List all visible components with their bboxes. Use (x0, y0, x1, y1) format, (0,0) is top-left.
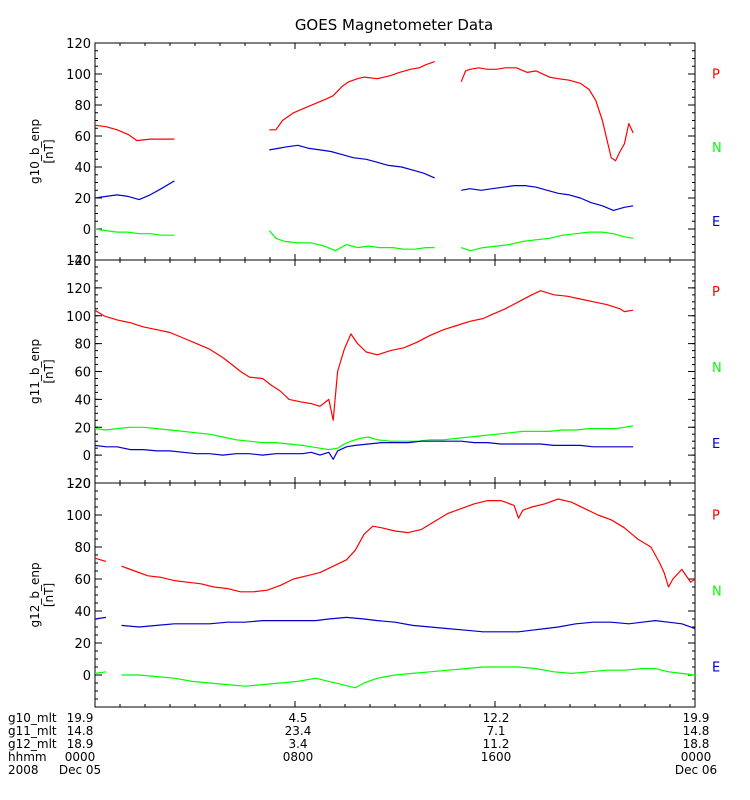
y-tick-label: 120 (66, 282, 91, 297)
footer-row-label: g12_mlt (8, 737, 57, 751)
chart-title: GOES Magnetometer Data (295, 16, 493, 34)
series-P-line-1 (94, 557, 107, 562)
y-tick-label: 20 (74, 637, 91, 652)
footer-value: 14.8 (682, 724, 710, 738)
footer-row-label: g11_mlt (8, 724, 57, 738)
footer-value: 3.4 (288, 737, 308, 751)
series-N-line-1 (94, 425, 634, 451)
series-P-line-1 (94, 124, 175, 142)
series-N-line-2 (121, 666, 696, 689)
y-tick-label: 0 (83, 669, 91, 684)
legend-label-P: P (712, 508, 720, 523)
footer-value: 4.5 (288, 711, 308, 725)
legend-label-P: P (712, 67, 720, 82)
y-tick-label: 0 (83, 223, 91, 238)
y-tick-label: 60 (74, 366, 91, 381)
legend-label-E: E (712, 215, 720, 230)
y-tick-label: 140 (66, 254, 91, 269)
y-tick-label: 60 (74, 573, 91, 588)
legend-label-N: N (712, 361, 722, 376)
time-axis-footer: g10_mlt 19.9 4.5 12.2 19.9 g11_mlt 14.8 23.4 7.1… (0, 712, 750, 800)
series-E-line-2 (269, 144, 435, 179)
panel-frame (94, 42, 696, 261)
y-tick-label: 40 (74, 605, 91, 620)
series-P-line-3 (460, 67, 634, 162)
legend-label-N: N (712, 141, 722, 156)
footer-row-2008: 2008 Dec 05 Dec 06 (0, 764, 750, 777)
legend-label-E: E (712, 437, 720, 452)
series-P-line-2 (121, 498, 696, 593)
series-E-line-1 (94, 180, 175, 201)
series-N-line-1 (94, 228, 175, 236)
y-tick-label: 80 (74, 99, 91, 114)
y-tick-label: 100 (66, 509, 91, 524)
y-tick-label: 60 (74, 130, 91, 145)
footer-value: Dec 06 (674, 763, 718, 777)
series-P-line-1 (94, 290, 634, 421)
y-tick-label: 80 (74, 541, 91, 556)
panel-frame (94, 482, 696, 708)
footer-value: 11.2 (482, 737, 510, 751)
legend-label-N: N (712, 585, 722, 600)
footer-value: 23.4 (284, 724, 312, 738)
footer-value: 18.9 (66, 737, 94, 751)
y-tick-label: 0 (83, 449, 91, 464)
footer-value: 18.8 (682, 737, 710, 751)
panel-frame (94, 259, 696, 484)
y-tick-label: 80 (74, 338, 91, 353)
panel-3: 0 20 40 60 80 100 120 g12_b_enp [nT] P N E (28, 477, 722, 708)
series-E-line-1 (94, 440, 634, 460)
legend-label-E: E (712, 661, 720, 676)
series-E-line-1 (94, 616, 107, 620)
footer-row-label: g10_mlt (8, 711, 57, 725)
footer-value: 19.9 (66, 711, 94, 725)
y-axis-unit: [nT] (42, 139, 56, 163)
y-tick-label: 40 (74, 393, 91, 408)
footer-value: 19.9 (682, 711, 710, 725)
footer-row-g11_mlt: g11_mlt 14.8 23.4 7.1 14.8 (0, 725, 750, 738)
footer-row-g10_mlt: g10_mlt 19.9 4.5 12.2 19.9 (0, 712, 750, 725)
y-axis-unit: [nT] (42, 583, 56, 607)
footer-row-g12_mlt: g12_mlt 18.9 3.4 11.2 18.8 (0, 738, 750, 751)
y-tick-label: 40 (74, 161, 91, 176)
y-tick-label: 20 (74, 192, 91, 207)
footer-value: 7.1 (486, 724, 506, 738)
footer-value: 14.8 (66, 724, 94, 738)
y-tick-label: 100 (66, 68, 91, 83)
y-axis-unit: [nT] (42, 359, 56, 383)
y-axis-label: g12_b_enp (28, 562, 42, 627)
footer-row-hhmm: hhmm 0000 0800 1600 0000 (0, 751, 750, 764)
y-tick-label: -20 (70, 477, 91, 492)
y-tick-label: 20 (74, 421, 91, 436)
series-E-line-2 (121, 616, 696, 633)
series-N-line-1 (94, 671, 107, 674)
y-axis-label: g10_b_enp (28, 119, 42, 184)
y-tick-label: 120 (66, 37, 91, 52)
y-tick-label: 100 (66, 310, 91, 325)
footer-value: 12.2 (482, 711, 510, 725)
footer-row-label: hhmm (8, 750, 47, 764)
footer-row-label: 2008 (8, 763, 39, 777)
footer-value: 0000 (680, 750, 712, 764)
footer-value: 0800 (282, 750, 314, 764)
y-tick-label: 120 (66, 477, 91, 492)
series-P-line-2 (269, 61, 435, 131)
y-tick-label: -20 (70, 254, 91, 269)
series-N-line-3 (461, 231, 634, 252)
series-N-line-2 (268, 230, 435, 252)
series-E-line-3 (461, 185, 634, 211)
footer-value: 1600 (480, 750, 512, 764)
y-axis-label: g11_b_enp (28, 339, 42, 404)
legend-label-P: P (712, 285, 720, 300)
footer-value: 0000 (64, 750, 96, 764)
magnetometer-plot: GOES Magnetometer Data -20 0 20 40 60 80 100 12… (28, 16, 722, 708)
panel-1: -20 0 20 40 60 80 100 120 g10_b_enp [nT] P N E (28, 37, 722, 269)
footer-value: Dec 05 (58, 763, 102, 777)
panel-2: -20 0 20 40 60 80 100 120 140 g11_b_enp [nT] P N E (28, 254, 722, 492)
